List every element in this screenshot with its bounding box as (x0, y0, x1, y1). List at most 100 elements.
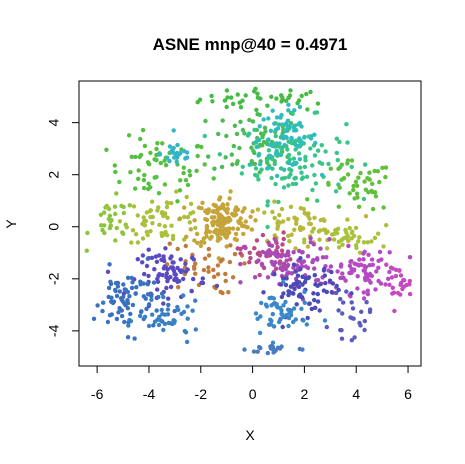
data-point (312, 273, 317, 278)
data-point (287, 289, 292, 294)
data-point (272, 121, 277, 126)
data-point (358, 262, 364, 267)
data-point (356, 204, 362, 209)
data-point (112, 204, 118, 209)
data-point (269, 156, 275, 161)
data-point (266, 137, 271, 142)
data-point (297, 120, 302, 126)
data-point (171, 145, 176, 151)
y-tick-label: -4 (46, 324, 62, 337)
data-point (274, 302, 279, 307)
data-point (141, 177, 147, 183)
data-point (370, 206, 376, 212)
data-point (286, 102, 291, 108)
data-point (229, 152, 234, 157)
data-point (313, 181, 319, 186)
data-point (224, 88, 230, 93)
data-point (184, 339, 190, 345)
data-point (338, 264, 344, 269)
data-point (286, 216, 291, 222)
data-point (351, 183, 356, 189)
data-point (210, 220, 215, 225)
data-point (387, 250, 392, 255)
data-point (341, 300, 346, 305)
data-point (345, 158, 351, 163)
data-point (225, 210, 230, 215)
y-tick-label: -2 (46, 272, 62, 285)
data-point (211, 176, 216, 181)
data-point (390, 291, 395, 296)
data-point (185, 316, 190, 321)
data-point (224, 104, 229, 110)
x-tick-label: -6 (91, 386, 104, 402)
data-point (193, 271, 198, 276)
data-point (249, 159, 254, 164)
data-point (163, 246, 168, 251)
data-point (393, 273, 399, 279)
data-point (206, 269, 211, 274)
data-point (238, 261, 243, 267)
data-point (286, 183, 291, 188)
data-point (203, 209, 208, 214)
data-point (320, 255, 326, 260)
data-point (289, 232, 294, 237)
data-point (338, 275, 343, 281)
data-point (216, 228, 222, 233)
data-point (384, 262, 389, 267)
data-point (328, 264, 334, 269)
data-point (223, 271, 228, 277)
data-point (335, 269, 340, 274)
data-point (248, 214, 253, 219)
data-point (317, 160, 322, 165)
data-point (193, 327, 198, 332)
data-point (292, 286, 297, 292)
data-point (148, 214, 153, 220)
data-point (162, 182, 168, 187)
data-point (273, 239, 279, 244)
data-point (361, 296, 367, 301)
data-point (349, 259, 354, 264)
data-point (275, 244, 280, 250)
data-point (334, 290, 339, 296)
data-point (281, 219, 286, 224)
data-point (165, 155, 170, 160)
data-point (249, 145, 254, 150)
data-point (224, 133, 229, 139)
data-point (202, 240, 207, 245)
data-point (84, 248, 90, 253)
data-point (295, 282, 300, 287)
data-point (107, 225, 113, 231)
data-point (162, 258, 167, 264)
data-point (109, 299, 114, 304)
data-point (129, 240, 134, 245)
data-point (361, 251, 366, 256)
data-point (154, 146, 159, 152)
data-point (219, 164, 225, 170)
data-point (326, 180, 331, 186)
x-tick-label: 4 (352, 386, 360, 402)
data-point (175, 246, 180, 252)
data-point (202, 162, 207, 167)
data-point (141, 281, 146, 286)
data-point (296, 151, 302, 156)
data-point (157, 222, 162, 227)
data-point (161, 327, 166, 333)
data-point (149, 199, 155, 204)
data-point (125, 306, 130, 311)
data-point (148, 229, 153, 234)
data-point (316, 229, 321, 234)
data-point (312, 215, 317, 220)
data-point (308, 89, 313, 95)
data-point (190, 308, 195, 313)
data-point (199, 206, 204, 211)
data-point (374, 269, 379, 274)
data-point (324, 230, 329, 236)
data-point (136, 176, 141, 181)
data-point (170, 265, 175, 270)
data-point (155, 279, 161, 284)
data-point (395, 290, 401, 296)
data-point (315, 198, 320, 203)
data-point (157, 253, 162, 258)
data-point (286, 108, 291, 113)
data-point (124, 225, 129, 230)
